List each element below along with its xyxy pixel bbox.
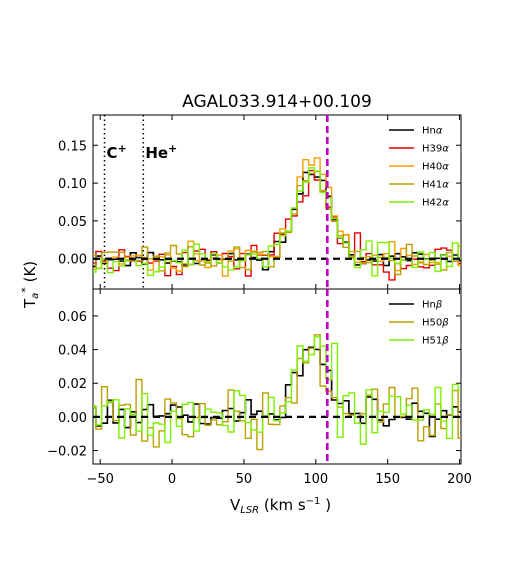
legend-label-alpha-h40: H40α bbox=[422, 162, 449, 173]
panel-beta-frame bbox=[92, 288, 462, 465]
legend-label-beta-h50: H50β bbox=[422, 318, 449, 329]
legend-label-alpha-h41: H41α bbox=[422, 180, 449, 191]
xtick-label: −50 bbox=[86, 472, 113, 487]
beta-ytick-label: 0.04 bbox=[58, 344, 87, 359]
beta-ytick-label: −0.02 bbox=[47, 445, 87, 460]
xtick-label: 200 bbox=[447, 472, 472, 487]
panel-beta: −0.02 0.00 0.02 0.04 0.06 Hnβ H50β H51β bbox=[47, 288, 462, 465]
alpha-ytick-label: 0.15 bbox=[58, 139, 87, 154]
beta-ytick-label: 0.06 bbox=[58, 310, 87, 325]
legend-label-beta-hn: Hnβ bbox=[422, 300, 443, 311]
marker-label-he: He+ bbox=[145, 142, 177, 162]
xtick-label: 50 bbox=[236, 472, 253, 487]
alpha-ytick-label: 0.05 bbox=[58, 215, 87, 230]
alpha-ytick-label: 0.00 bbox=[58, 253, 87, 268]
series-line-alpha-h42 bbox=[93, 167, 461, 277]
legend-label-alpha-h39: H39α bbox=[422, 144, 449, 155]
x-axis-label: VLSR (km s−1 ) bbox=[230, 496, 331, 516]
y-axis-label: Ta* (K) bbox=[19, 261, 41, 309]
beta-ytick-label: 0.00 bbox=[58, 411, 87, 426]
legend-label-alpha-hn: Hnα bbox=[422, 126, 443, 137]
xtick-label: 100 bbox=[303, 472, 328, 487]
legend-label-beta-h51: H51β bbox=[422, 336, 449, 347]
alpha-ytick-label: 0.10 bbox=[58, 177, 87, 192]
legend-label-alpha-h42: H42α bbox=[422, 198, 449, 209]
xtick-label: 0 bbox=[168, 472, 176, 487]
xtick-label: 150 bbox=[375, 472, 400, 487]
series-line-beta-h50 bbox=[93, 334, 461, 451]
beta-ytick-label: 0.02 bbox=[58, 377, 87, 392]
panel-alpha: 0.00 0.05 0.10 0.15 C+ He+ Hnα H39α H40α H41α H4… bbox=[58, 114, 462, 290]
marker-label-c: C+ bbox=[107, 142, 127, 162]
series-line-beta-h51 bbox=[93, 336, 461, 445]
chart-title: AGAL033.914+00.109 bbox=[182, 92, 372, 112]
